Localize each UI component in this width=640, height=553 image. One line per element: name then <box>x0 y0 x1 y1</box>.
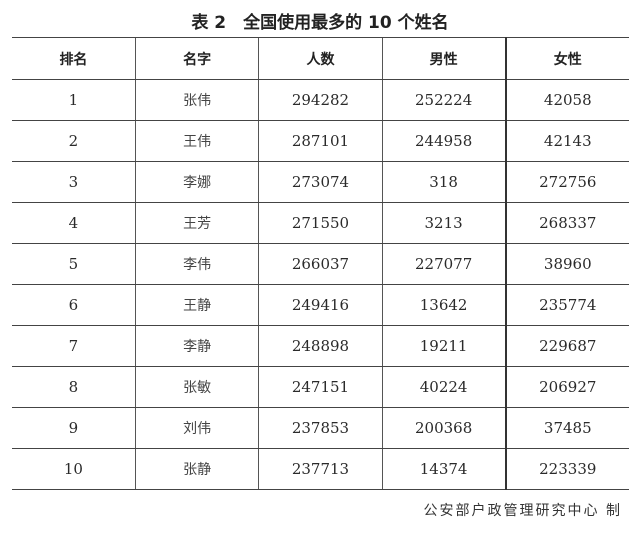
cell-total: 237853 <box>258 407 383 449</box>
table-row: 8 张敏 247151 40224 206927 <box>12 366 629 408</box>
cell-name: 刘伟 <box>134 407 259 449</box>
cell-female: 268337 <box>504 202 629 244</box>
cell-rank: 6 <box>12 284 136 326</box>
cell-total: 271550 <box>258 202 383 244</box>
table-row: 6 王静 249416 13642 235774 <box>12 284 629 326</box>
cell-name: 李伟 <box>134 243 259 285</box>
cell-rank: 5 <box>12 243 136 285</box>
table-row: 10 张静 237713 14374 223339 <box>12 448 629 490</box>
cell-total: 294282 <box>258 79 383 121</box>
cell-male: 252224 <box>381 79 506 121</box>
table-row: 1 张伟 294282 252224 42058 <box>12 79 629 121</box>
cell-total: 237713 <box>258 448 383 490</box>
cell-rank: 10 <box>12 448 136 490</box>
cell-name: 张静 <box>134 448 259 490</box>
cell-male: 40224 <box>381 366 506 408</box>
cell-name: 王静 <box>134 284 259 326</box>
cell-male: 244958 <box>381 120 506 162</box>
header-row: 排名 名字 人数 男性 女性 <box>12 37 629 80</box>
source-note: 公安部户政管理研究中心 制 <box>423 503 622 519</box>
cell-rank: 7 <box>12 325 136 367</box>
cell-female: 229687 <box>504 325 629 367</box>
cell-male: 3213 <box>381 202 506 244</box>
cell-female: 223339 <box>504 448 629 490</box>
cell-rank: 9 <box>12 407 136 449</box>
cell-male: 19211 <box>381 325 506 367</box>
cell-female: 235774 <box>504 284 629 326</box>
cell-name: 王伟 <box>134 120 259 162</box>
cell-rank: 3 <box>12 161 136 203</box>
cell-total: 247151 <box>258 366 383 408</box>
cell-total: 248898 <box>258 325 383 367</box>
names-table: 排名 名字 人数 男性 女性 1 张伟 294282 252224 42058 2 王伟 287101… <box>12 37 629 490</box>
cell-name: 李静 <box>134 325 259 367</box>
cell-female: 42058 <box>504 79 629 121</box>
cell-male: 13642 <box>381 284 506 326</box>
cell-total: 266037 <box>258 243 383 285</box>
table-row: 5 李伟 266037 227077 38960 <box>12 243 629 285</box>
cell-name: 张伟 <box>134 79 259 121</box>
cell-total: 287101 <box>258 120 383 162</box>
cell-rank: 4 <box>12 202 136 244</box>
cell-female: 206927 <box>504 366 629 408</box>
table-row: 3 李娜 273074 318 272756 <box>12 161 629 203</box>
cell-male: 227077 <box>381 243 506 285</box>
cell-total: 273074 <box>258 161 383 203</box>
cell-total: 249416 <box>258 284 383 326</box>
header-name: 名字 <box>134 37 259 80</box>
cell-male: 200368 <box>381 407 506 449</box>
header-rank: 排名 <box>12 37 136 80</box>
cell-male: 318 <box>381 161 506 203</box>
table-row: 7 李静 248898 19211 229687 <box>12 325 629 367</box>
header-female: 女性 <box>504 37 629 80</box>
cell-female: 42143 <box>504 120 629 162</box>
cell-name: 张敏 <box>134 366 259 408</box>
cell-rank: 1 <box>12 79 136 121</box>
cell-rank: 2 <box>12 120 136 162</box>
table-title: 表 2 全国使用最多的 10 个姓名 <box>191 13 449 33</box>
cell-female: 272756 <box>504 161 629 203</box>
cell-name: 李娜 <box>134 161 259 203</box>
cell-female: 37485 <box>504 407 629 449</box>
cell-male: 14374 <box>381 448 506 490</box>
table-row: 4 王芳 271550 3213 268337 <box>12 202 629 244</box>
table-row: 2 王伟 287101 244958 42143 <box>12 120 629 162</box>
cell-female: 38960 <box>504 243 629 285</box>
cell-name: 王芳 <box>134 202 259 244</box>
table-row: 9 刘伟 237853 200368 37485 <box>12 407 629 449</box>
cell-rank: 8 <box>12 366 136 408</box>
header-male: 男性 <box>381 37 506 80</box>
header-total: 人数 <box>258 37 383 80</box>
